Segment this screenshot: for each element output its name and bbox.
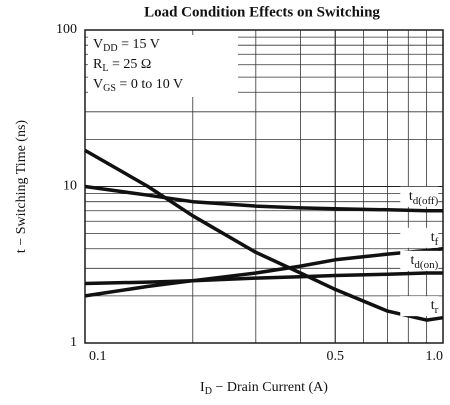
y-tick-label: 100 — [56, 22, 77, 37]
y-tick-label: 10 — [63, 179, 77, 194]
legend-label: tf — [431, 230, 439, 247]
series-label-bg — [400, 250, 439, 271]
legend-label-part: t — [411, 253, 415, 268]
x-tick-label: 0.1 — [89, 349, 107, 364]
x-axis-label-text: − Drain Current (A) — [212, 380, 328, 395]
legend-label-part: t — [431, 230, 435, 245]
x-axis-label-subscript: D — [205, 386, 212, 397]
legend-label: tr — [431, 298, 439, 315]
x-axis-label-symbol: I — [200, 380, 205, 395]
annotation-box — [88, 35, 238, 97]
annotation-symbol: V — [93, 37, 103, 52]
series-line — [84, 148, 444, 322]
annotation-text: = 25 Ω — [108, 57, 151, 72]
legend-label: td(off) — [409, 189, 439, 206]
annotation: VDD = 15 V — [93, 37, 160, 54]
y-tick-label: 1 — [70, 335, 77, 350]
annotation-subscript: DD — [103, 43, 117, 54]
series-label-bg — [400, 227, 439, 248]
annotation: RL = 25 Ω — [93, 57, 151, 74]
annotation-symbol: R — [93, 57, 103, 72]
annotation-subscript: GS — [103, 83, 116, 94]
series-line — [84, 184, 443, 213]
legend-label-part: t — [431, 298, 435, 313]
annotation-symbol: V — [93, 77, 103, 92]
series-label-bg — [400, 296, 439, 317]
annotation: VGS = 0 to 10 V — [93, 77, 183, 94]
x-tick-label: 0.5 — [326, 349, 344, 364]
annotation-subscript: L — [102, 63, 108, 74]
annotation-text: = 15 V — [118, 37, 160, 52]
y-axis-label: t − Switching Time (ns) — [14, 120, 29, 253]
legend-label-part: r — [435, 304, 439, 316]
chart-title: Load Condition Effects on Switching — [144, 4, 380, 20]
annotation-text: = 0 to 10 V — [116, 77, 183, 92]
legend-label-part: f — [435, 235, 439, 247]
legend-label-part: t — [409, 189, 413, 204]
legend-label: td(on) — [411, 253, 439, 270]
legend-label-part: d(on) — [414, 258, 438, 270]
series-label-bg — [400, 186, 439, 207]
legend-label-part: d(off) — [413, 194, 439, 206]
x-axis-label: ID − Drain Current (A) — [200, 380, 328, 397]
x-tick-label: 1.0 — [426, 349, 444, 364]
series-line — [84, 271, 443, 286]
